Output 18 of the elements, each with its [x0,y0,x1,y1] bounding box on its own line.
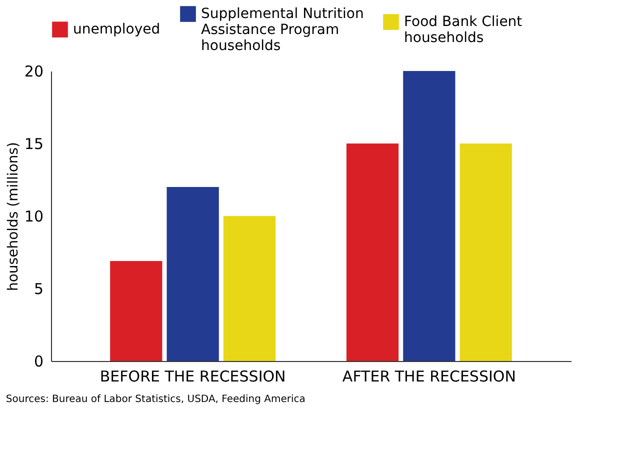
y-tick-label: 10 [24,208,44,226]
y-tick-label: 0 [34,352,44,370]
bar [166,187,219,361]
x-tick-label: AFTER THE RECESSION [342,368,516,386]
legend-label: Food Bank Client households [404,14,523,46]
bar [403,71,456,361]
bar [460,144,512,361]
legend-label: Supplemental Nutrition Assistance Program households [201,6,364,54]
legend-label: unemployed [73,22,160,38]
bar [223,216,276,361]
source-note: Sources: Bureau of Labor Statistics, USDA, Feeding America [6,394,306,405]
y-tick-label: 20 [24,62,44,80]
bar [346,144,399,361]
y-tick-label: 5 [34,280,44,298]
y-tick-label: 15 [24,135,44,153]
y-axis-title: households (millions) [5,142,22,292]
x-tick-label: BEFORE THE RECESSION [100,368,286,386]
bar [110,260,162,361]
